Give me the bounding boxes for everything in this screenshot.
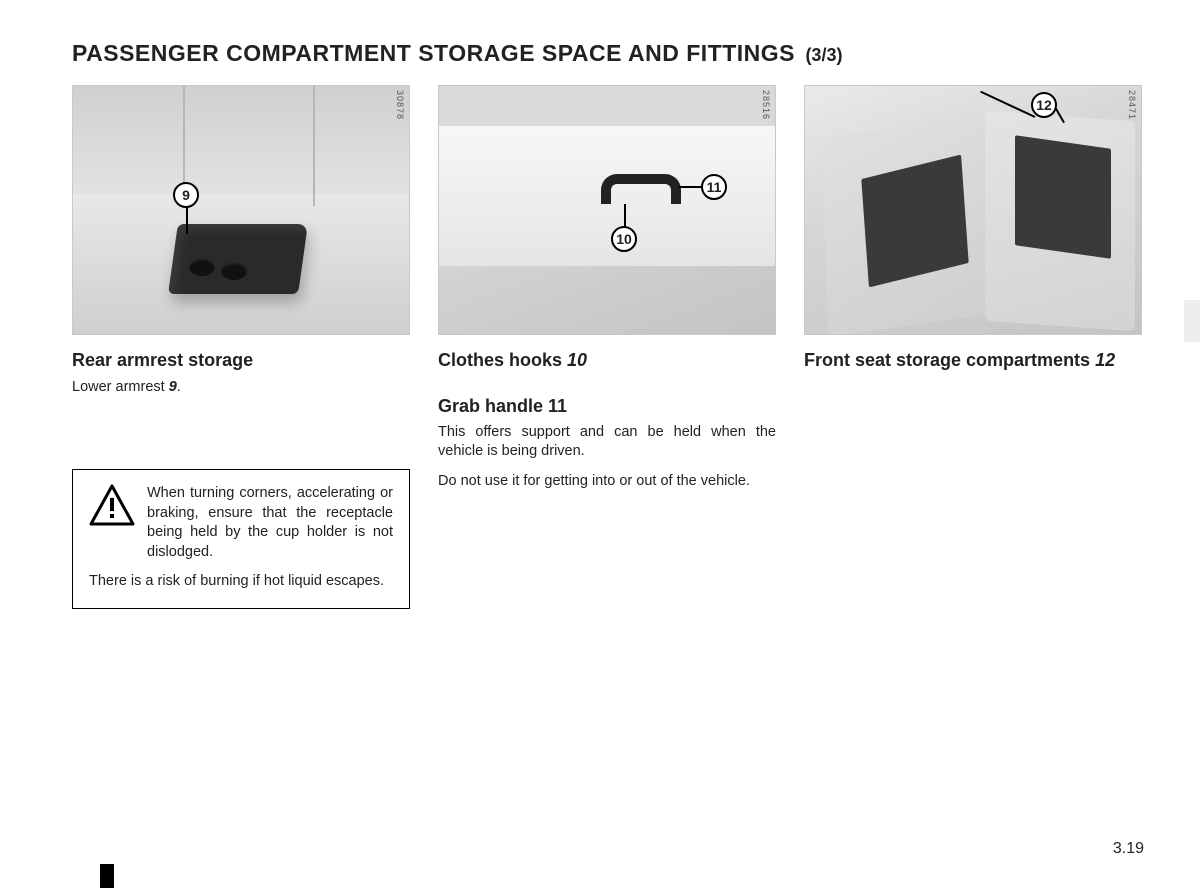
figure-front-seat-storage: 12 28471 — [804, 85, 1142, 335]
ref-number: 9 — [169, 379, 177, 395]
ref-number: 11 — [548, 396, 567, 416]
illustration-shape — [221, 262, 247, 280]
callout-11: 11 — [701, 174, 727, 200]
illustration-panel — [1015, 135, 1111, 258]
warning-icon — [89, 484, 135, 526]
page-title-row: PASSENGER COMPARTMENT STORAGE SPACE AND … — [72, 40, 1144, 67]
body-grab-handle-1: This offers support and can be held when… — [438, 423, 776, 462]
page-title-part: (3/3) — [805, 45, 842, 65]
text-fragment: Front seat storage compartments — [804, 350, 1095, 370]
illustration-shape — [439, 86, 775, 130]
figure-rear-armrest: 9 30878 — [72, 85, 410, 335]
warning-text-2: There is a risk of burning if hot liquid… — [89, 572, 393, 592]
callout-leader — [186, 208, 188, 234]
heading-rear-armrest: Rear armrest storage — [72, 349, 410, 372]
ref-number: 10 — [567, 350, 587, 370]
footer-crop-mark — [100, 864, 114, 888]
heading-front-seat-storage: Front seat storage compartments 12 — [804, 349, 1142, 372]
column-1: 9 30878 Rear armrest storage Lower armre… — [72, 85, 410, 609]
ref-number: 12 — [1095, 350, 1115, 370]
warning-row: When turning corners, accelerating or br… — [89, 484, 393, 562]
heading-grab-handle: Grab handle 11 — [438, 396, 776, 417]
column-3: 12 28471 Front seat storage compartments… — [804, 85, 1142, 609]
page-number: 3.19 — [1113, 840, 1144, 858]
column-2: 10 11 28516 Clothes hooks 10 Grab handle… — [438, 85, 776, 609]
photo-id-tag: 28471 — [1127, 90, 1137, 120]
page-edge-tab — [1184, 300, 1200, 342]
text-fragment: . — [177, 379, 181, 395]
callout-12: 12 — [1031, 92, 1057, 118]
body-rear-armrest: Lower armrest 9. — [72, 378, 410, 398]
illustration-shape — [189, 258, 215, 276]
text-fragment: Grab handle — [438, 396, 548, 416]
illustration-shape — [313, 86, 315, 206]
manual-page: PASSENGER COMPARTMENT STORAGE SPACE AND … — [0, 0, 1200, 609]
columns: 9 30878 Rear armrest storage Lower armre… — [72, 85, 1144, 609]
warning-box: When turning corners, accelerating or br… — [72, 469, 410, 609]
illustration-handle — [601, 174, 681, 204]
warning-text-1: When turning corners, accelerating or br… — [147, 484, 393, 562]
text-fragment: Lower armrest — [72, 379, 169, 395]
callout-10: 10 — [611, 226, 637, 252]
body-grab-handle-2: Do not use it for getting into or out of… — [438, 472, 776, 492]
heading-clothes-hooks: Clothes hooks 10 — [438, 349, 776, 372]
page-title: PASSENGER COMPARTMENT STORAGE SPACE AND … — [72, 40, 795, 66]
illustration-shape — [73, 86, 409, 206]
photo-id-tag: 28516 — [761, 90, 771, 120]
photo-id-tag: 30878 — [395, 90, 405, 120]
text-fragment: Clothes hooks — [438, 350, 567, 370]
illustration-armrest — [168, 224, 308, 294]
callout-9: 9 — [173, 182, 199, 208]
figure-grab-handle: 10 11 28516 — [438, 85, 776, 335]
